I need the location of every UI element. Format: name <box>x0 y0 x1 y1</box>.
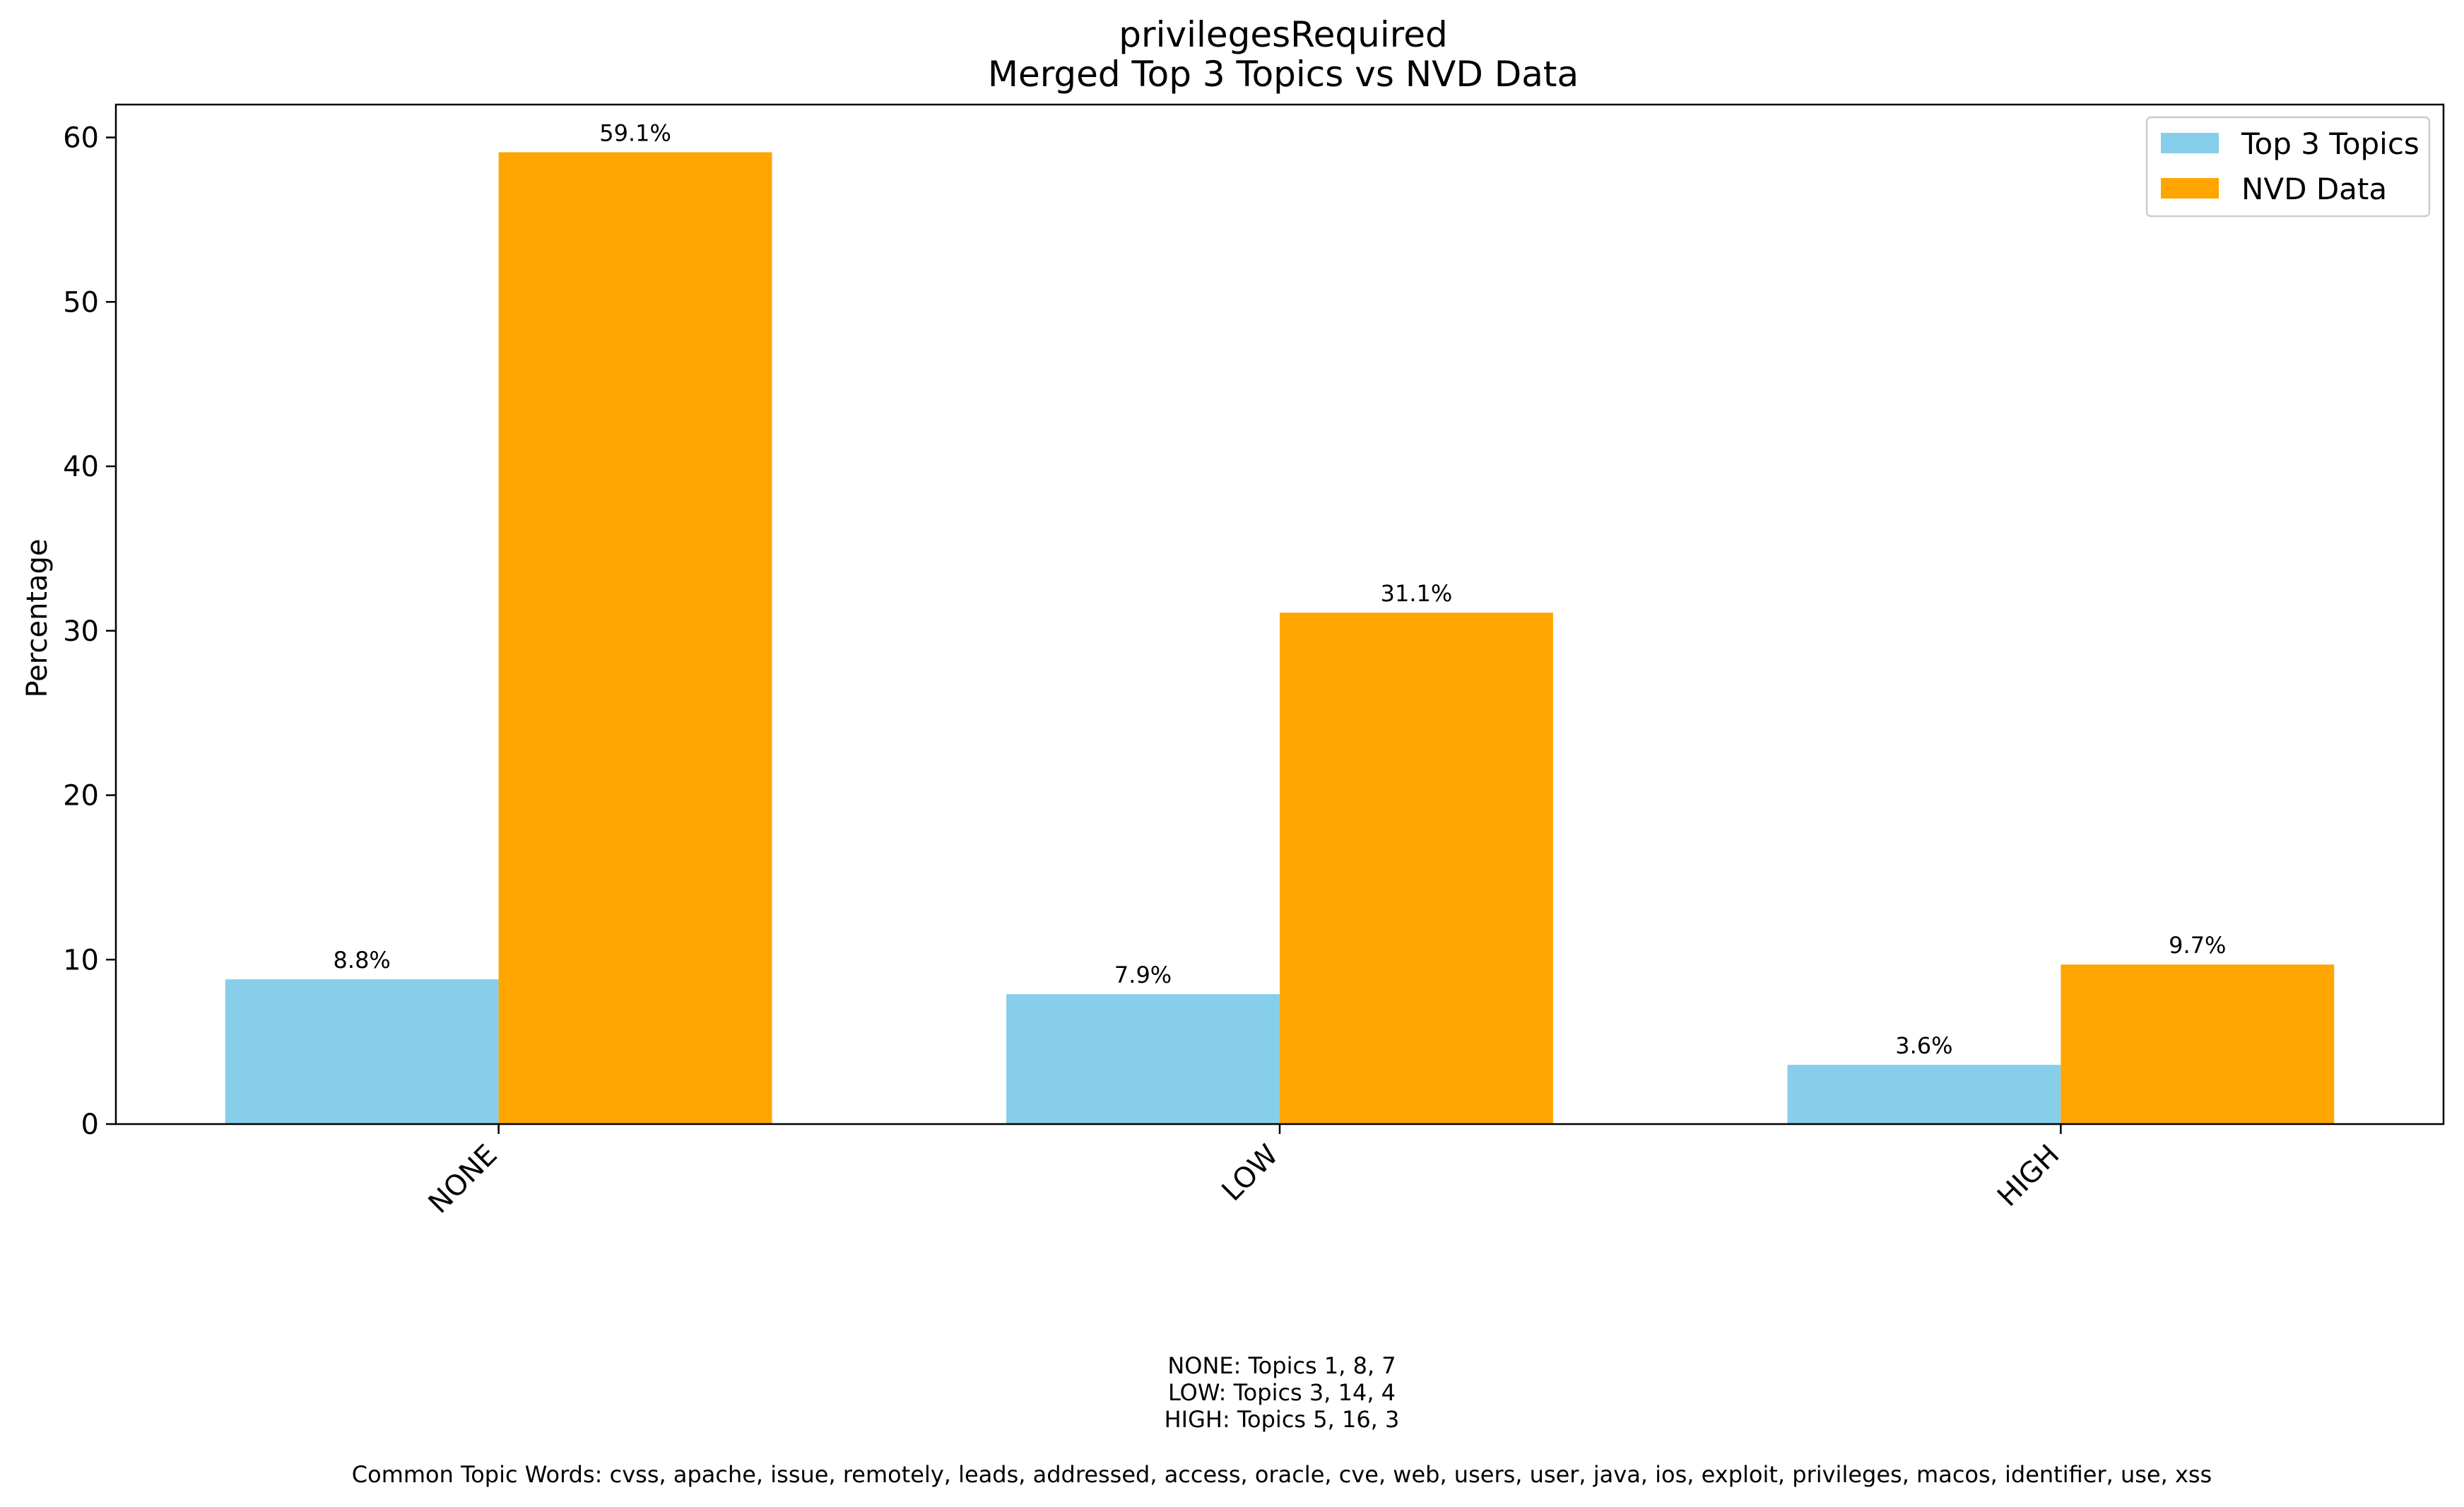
footnote-topics-none: NONE: Topics 1, 8, 7 <box>1167 1352 1396 1379</box>
data-label-top-3-topics-low: 7.9% <box>1114 962 1172 988</box>
chart-title: privilegesRequired <box>1119 14 1447 55</box>
plot-area-frame <box>114 103 2445 1125</box>
footnote-common-topic-words: Common Topic Words: cvss, apache, issue,… <box>352 1461 2212 1488</box>
bar-nvd-data-low <box>1280 613 1553 1124</box>
y-tick-label-10: 10 <box>63 944 99 976</box>
y-tick-label-0: 0 <box>81 1109 99 1141</box>
legend-swatch-top-3-topics <box>2161 133 2219 153</box>
data-label-top-3-topics-high: 3.6% <box>1895 1032 1952 1059</box>
footnotes: NONE: Topics 1, 8, 7 LOW: Topics 3, 14, … <box>352 1352 2212 1488</box>
data-label-nvd-data-low: 31.1% <box>1381 580 1453 607</box>
data-label-top-3-topics-none: 8.8% <box>334 947 391 974</box>
bars-layer <box>225 152 2335 1125</box>
legend-label-top-3-topics: Top 3 Topics <box>2241 126 2419 161</box>
footnote-topics-high: HIGH: Topics 5, 16, 3 <box>1165 1406 1400 1433</box>
data-labels-layer: 8.8% 7.9% 3.6% 59.1% 31.1% 9.7% <box>334 119 2227 1059</box>
data-label-nvd-data-high: 9.7% <box>2169 932 2226 959</box>
bar-nvd-data-high <box>2061 964 2335 1124</box>
y-tick-label-20: 20 <box>63 780 99 812</box>
y-tick-label-40: 40 <box>63 451 99 483</box>
bar-nvd-data-none <box>498 152 772 1125</box>
y-tick-label-30: 30 <box>63 615 99 648</box>
bar-top-3-topics-low <box>1006 994 1280 1124</box>
legend: Top 3 Topics NVD Data <box>2145 116 2431 218</box>
legend-label-nvd-data: NVD Data <box>2241 172 2387 206</box>
legend-swatch-nvd-data <box>2161 178 2219 199</box>
y-tick-label-60: 60 <box>63 122 99 155</box>
chart-subtitle: Merged Top 3 Topics vs NVD Data <box>988 54 1579 95</box>
y-tick-label-50: 50 <box>63 286 99 319</box>
data-label-nvd-data-none: 59.1% <box>599 119 671 146</box>
bar-top-3-topics-high <box>1787 1065 2061 1124</box>
y-axis-ticks: 0 10 20 30 40 50 60 <box>63 122 116 1141</box>
bar-top-3-topics-none <box>225 979 499 1124</box>
y-axis-label: Percentage <box>21 538 54 697</box>
footnote-topics-low: LOW: Topics 3, 14, 4 <box>1168 1379 1396 1406</box>
